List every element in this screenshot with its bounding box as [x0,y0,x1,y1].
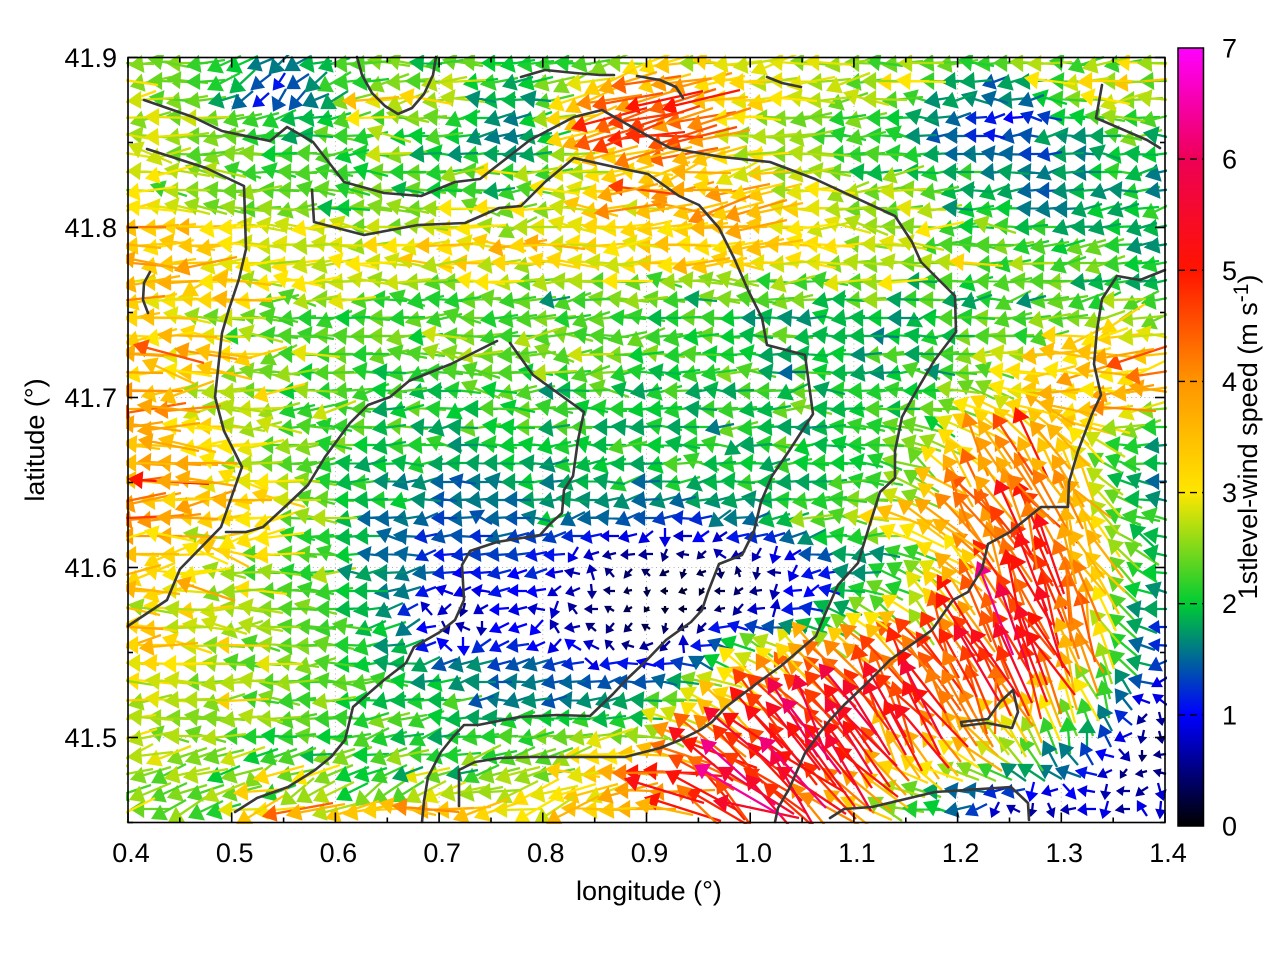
svg-text:longitude (°): longitude (°) [576,876,722,906]
svg-text:1.4: 1.4 [1149,838,1187,868]
svg-text:2: 2 [1222,589,1237,619]
svg-text:41.8: 41.8 [64,213,117,243]
svg-text:1.3: 1.3 [1046,838,1084,868]
svg-text:41.7: 41.7 [64,383,117,413]
svg-text:3: 3 [1222,478,1237,508]
svg-text:0.9: 0.9 [631,838,669,868]
svg-text:7: 7 [1222,34,1237,64]
svg-text:0.5: 0.5 [216,838,254,868]
svg-text:1stlevel-wind speed (m s-1): 1stlevel-wind speed (m s-1) [1230,275,1263,600]
svg-text:41.6: 41.6 [64,553,117,583]
svg-text:1.2: 1.2 [942,838,980,868]
svg-text:41.9: 41.9 [64,43,117,73]
svg-text:4: 4 [1222,367,1237,397]
svg-text:0.8: 0.8 [527,838,565,868]
svg-text:0.7: 0.7 [423,838,461,868]
svg-text:latitude (°): latitude (°) [20,378,50,501]
svg-text:0: 0 [1222,812,1237,842]
svg-text:41.5: 41.5 [64,723,117,753]
svg-text:1: 1 [1222,700,1237,730]
svg-text:1.0: 1.0 [734,838,772,868]
svg-text:1.1: 1.1 [838,838,876,868]
svg-text:0.6: 0.6 [320,838,358,868]
svg-text:6: 6 [1222,145,1237,175]
svg-text:0.4: 0.4 [112,838,150,868]
svg-text:5: 5 [1222,256,1237,286]
